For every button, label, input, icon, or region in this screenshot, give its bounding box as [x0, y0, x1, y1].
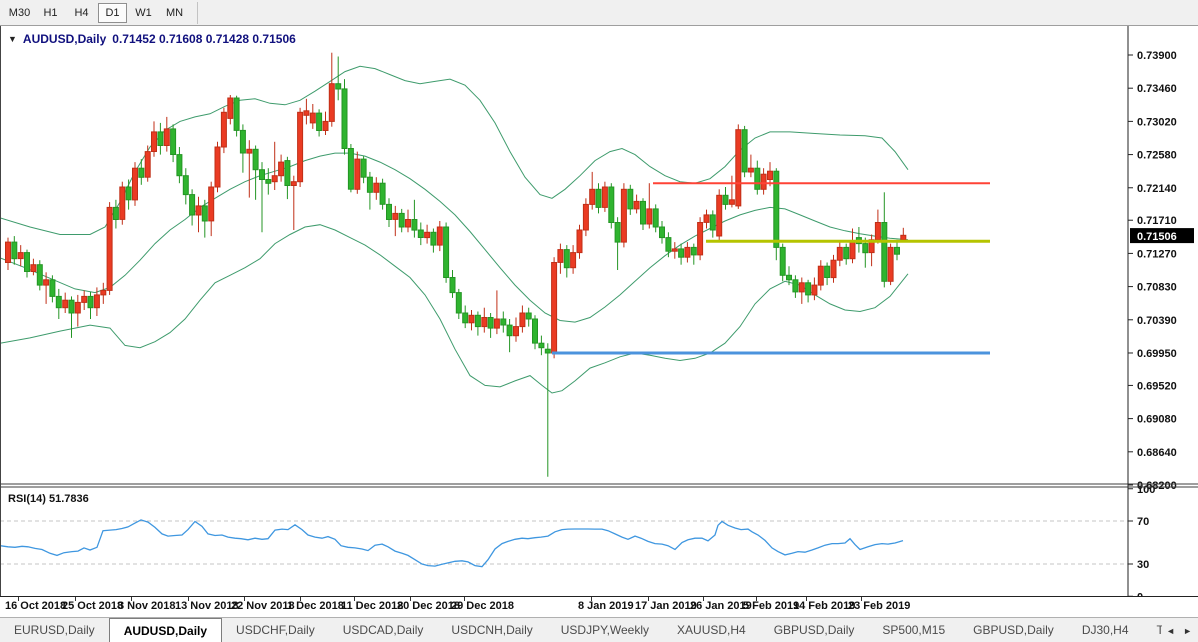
chart-area[interactable]: 0.73900 0.73460 0.73020 0.72580 0.72140 0.717… — [0, 26, 1198, 603]
svg-text:0.69520: 0.69520 — [1137, 380, 1177, 392]
date-tick — [300, 597, 301, 601]
date-tick — [648, 597, 649, 601]
date-tick — [188, 597, 189, 601]
rsi-curve — [0, 519, 904, 568]
toolbar-separator — [197, 1, 198, 24]
svg-text:0.68200: 0.68200 — [1137, 480, 1177, 492]
chart-tab-xauusd-h4[interactable]: XAUUSD,H4 — [677, 623, 746, 637]
tab-scroll-right-icon[interactable]: ► — [1183, 625, 1192, 636]
chart-title: ▼ AUDUSD,Daily 0.71452 0.71608 0.71428 0… — [8, 32, 296, 46]
current-price-badge: 0.71506 — [1130, 228, 1194, 244]
svg-text:0.71270: 0.71270 — [1137, 248, 1177, 260]
date-tick — [464, 597, 465, 601]
bollinger-upper-band — [0, 65, 909, 235]
svg-text:0.68640: 0.68640 — [1137, 447, 1177, 459]
svg-text:0.70830: 0.70830 — [1137, 282, 1177, 294]
chart-tabbar: EURUSD,Daily AUDUSD,Daily USDCHF,Daily USDC… — [0, 617, 1198, 642]
date-label: 13 Nov 2018 — [175, 600, 239, 612]
price-axis: 0.73900 0.73460 0.73020 0.72580 0.72140 0.717… — [1128, 50, 1177, 492]
date-label: 23 Feb 2019 — [848, 600, 911, 612]
date-tick — [244, 597, 245, 601]
tab-scroll-arrows: ◄ ► — [1162, 618, 1198, 642]
svg-text:30: 30 — [1137, 559, 1149, 571]
date-label: 1 Dec 2018 — [287, 600, 344, 612]
date-label: 3 Nov 2018 — [118, 600, 176, 612]
svg-text:0.69080: 0.69080 — [1137, 414, 1177, 426]
date-label: 25 Oct 2018 — [62, 600, 124, 612]
chart-tab-usdcad-daily[interactable]: USDCAD,Daily — [342, 623, 424, 637]
chart-tab-gbpusd-daily[interactable]: GBPUSD,Daily — [973, 623, 1054, 637]
chart-tab-dj30-h4[interactable]: DJ30,H4 — [1081, 623, 1129, 637]
svg-text:0.71710: 0.71710 — [1137, 215, 1177, 227]
chart-tab-gbpusd-daily[interactable]: GBPUSD,Daily — [773, 623, 855, 637]
date-label: 5 Feb 2019 — [743, 600, 800, 612]
chart-tab-usdjpy-weekly[interactable]: USDJPY,Weekly — [560, 623, 650, 637]
date-label: 11 Dec 2018 — [341, 600, 404, 612]
svg-text:0.71506: 0.71506 — [1137, 231, 1177, 243]
date-label: 14 Feb 2019 — [793, 600, 856, 612]
timeframe-button-d1[interactable]: D1 — [98, 2, 127, 23]
chart-tab-usdchf-daily[interactable]: USDCHF,Daily — [236, 623, 315, 637]
svg-text:0.69950: 0.69950 — [1137, 348, 1177, 360]
date-tick — [18, 597, 19, 601]
svg-text:0.72580: 0.72580 — [1137, 150, 1177, 162]
date-tick — [806, 597, 807, 601]
rsi-indicator-label: RSI(14) 51.7836 — [8, 493, 89, 505]
svg-text:0.73900: 0.73900 — [1137, 50, 1177, 62]
timeframe-button-w1[interactable]: W1 — [135, 6, 152, 19]
chart-tab-audusd-daily[interactable]: AUDUSD,Daily — [108, 618, 223, 642]
bollinger-lower-band — [0, 224, 909, 394]
date-tick — [75, 597, 76, 601]
svg-text:0.73460: 0.73460 — [1137, 83, 1177, 95]
date-tick — [410, 597, 411, 601]
date-tick — [591, 597, 592, 601]
date-label: 29 Dec 2018 — [451, 600, 514, 612]
date-label: 16 Oct 2018 — [5, 600, 67, 612]
candlesticks — [5, 52, 907, 477]
chart-title-symbol: AUDUSD,Daily — [22, 32, 107, 46]
bollinger-middle-band — [0, 152, 909, 323]
svg-text:0.73020: 0.73020 — [1137, 116, 1177, 128]
date-tick — [354, 597, 355, 601]
svg-text:0.72140: 0.72140 — [1137, 183, 1177, 195]
chart-title-ohlc: 0.71452 0.71608 0.71428 0.71506 — [112, 32, 296, 46]
timeframe-button-h4[interactable]: H4 — [74, 6, 89, 19]
date-tick — [703, 597, 704, 601]
date-label: 22 Nov 2018 — [231, 600, 295, 612]
date-label: 20 Dec 2018 — [397, 600, 460, 612]
date-tick — [861, 597, 862, 601]
svg-text:0.70390: 0.70390 — [1137, 315, 1177, 327]
chart-canvas[interactable]: 0.73900 0.73460 0.73020 0.72580 0.72140 0.717… — [0, 26, 1198, 603]
timeframe-button-h1[interactable]: H1 — [43, 6, 58, 19]
svg-text:100: 100 — [1137, 484, 1155, 496]
timeframe-button-mn[interactable]: MN — [165, 6, 184, 19]
date-tick — [131, 597, 132, 601]
svg-text:70: 70 — [1137, 516, 1149, 528]
tab-scroll-left-icon[interactable]: ◄ — [1166, 625, 1176, 636]
date-axis: 16 Oct 2018 25 Oct 2018 3 Nov 2018 13 Nov 2… — [0, 597, 1198, 617]
timeframe-toolbar: M30 H1 H4 D1 W1 MN — [0, 0, 1198, 26]
chart-tab-sp500-m15[interactable]: SP500,M15 — [882, 623, 946, 637]
date-label: 8 Jan 2019 — [578, 600, 634, 612]
chart-marker-icon: ▼ — [8, 34, 17, 44]
date-label: 17 Jan 2019 — [635, 600, 697, 612]
date-tick — [756, 597, 757, 601]
timeframe-button-m30[interactable]: M30 — [8, 6, 31, 19]
chart-tab-usdcnh-daily[interactable]: USDCNH,Daily — [451, 623, 533, 637]
chart-tab-eurusd-daily[interactable]: EURUSD,Daily — [14, 623, 95, 637]
date-label: 26 Jan 2019 — [690, 600, 752, 612]
